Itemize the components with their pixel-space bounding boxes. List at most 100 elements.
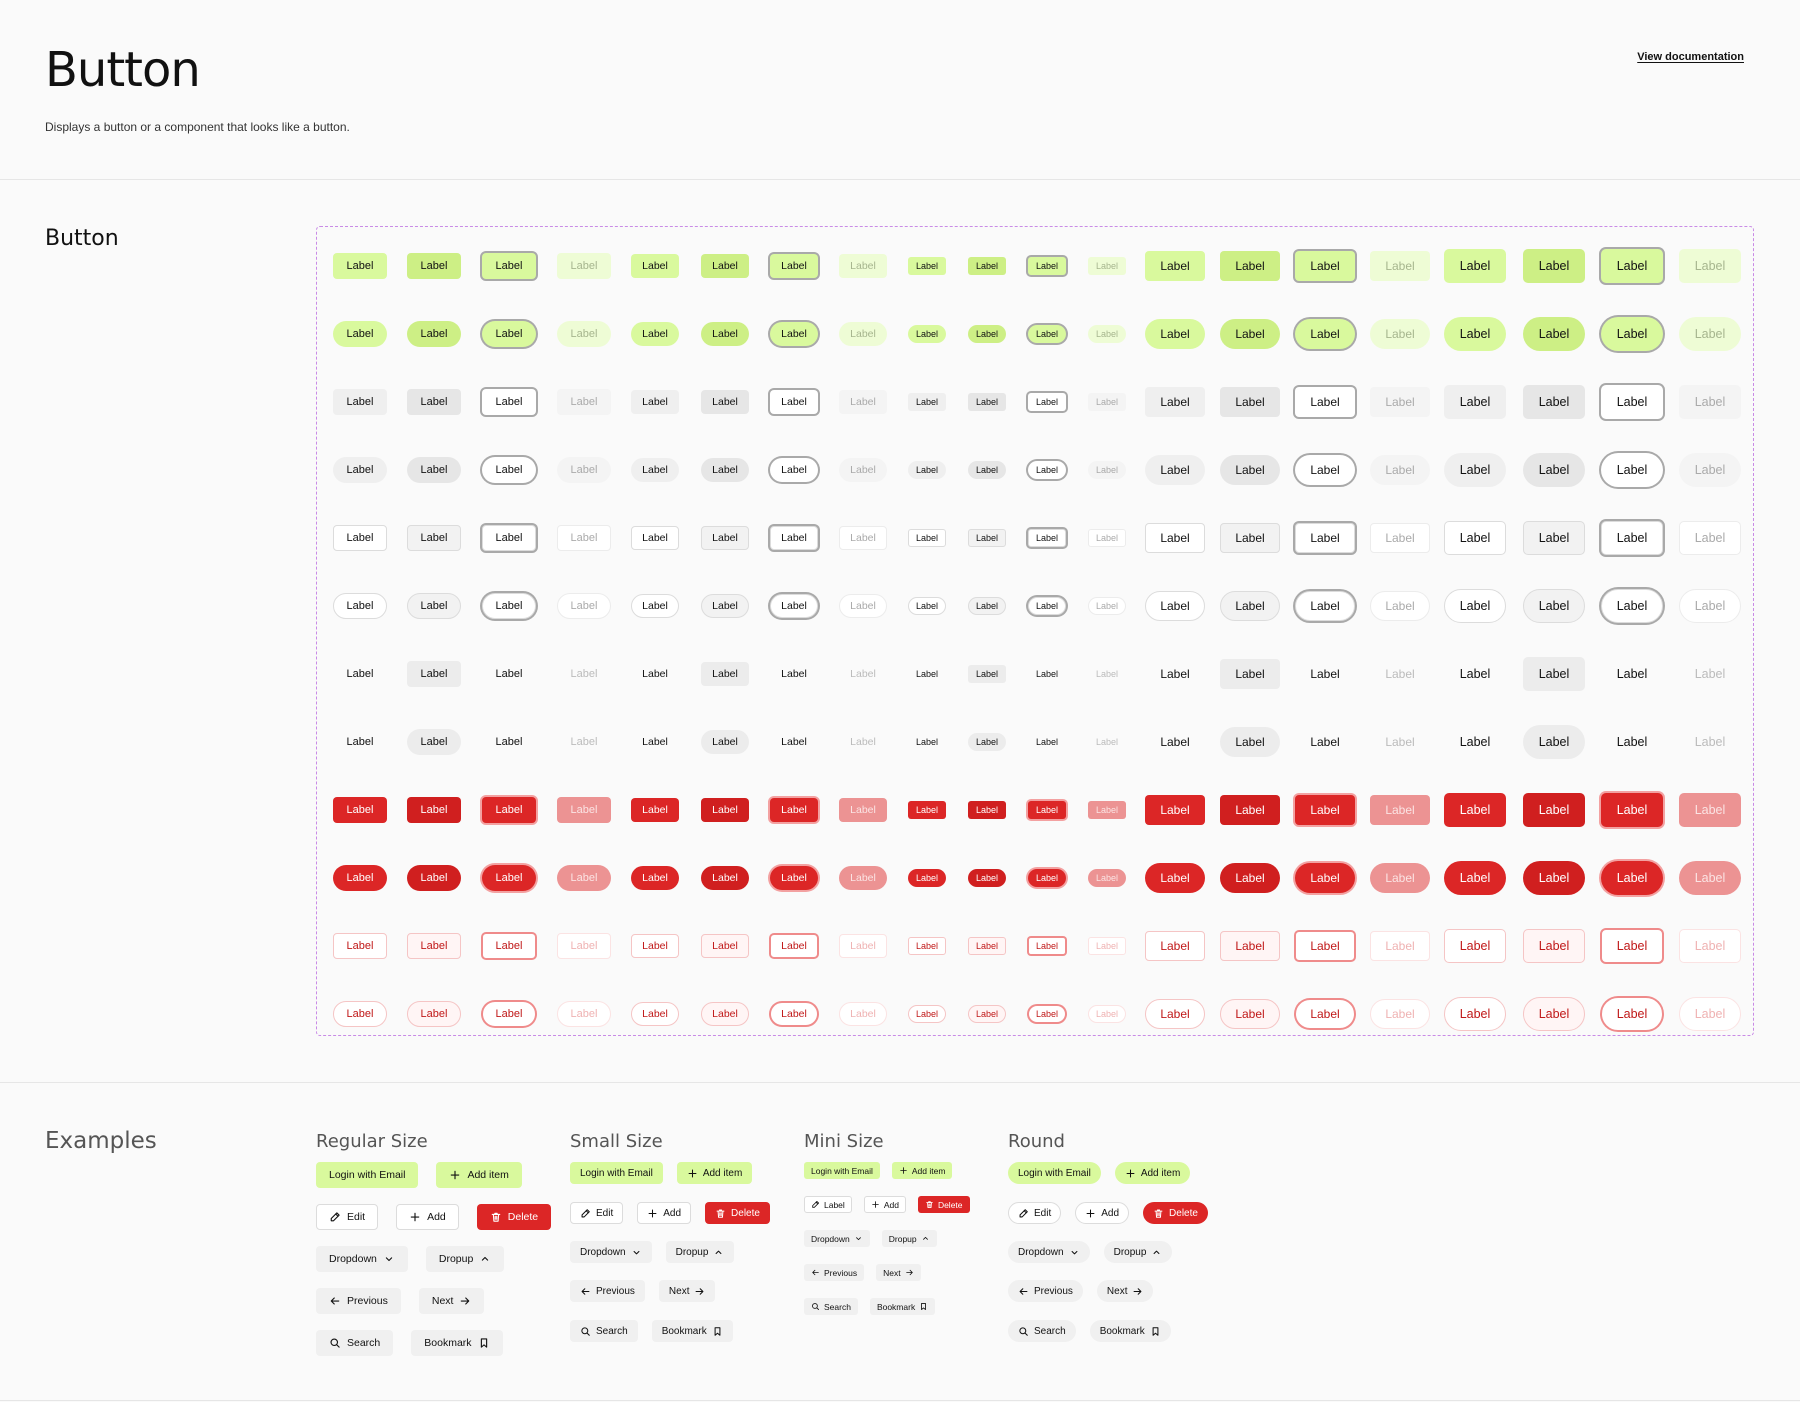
primary-round-small-hover-button[interactable]: Label <box>701 322 749 346</box>
outline-extra-large-hover-button[interactable]: Label <box>1522 521 1586 555</box>
destructive-outline-mini-focus-button[interactable]: Label <box>1027 937 1067 955</box>
destructive-outline-round-large-focus-button[interactable]: Label <box>1295 999 1355 1029</box>
secondary-round-large-hover-button[interactable]: Label <box>1220 455 1280 485</box>
destructive-round-mini-default-button[interactable]: Label <box>907 869 947 887</box>
destructive-outline-large-focus-button[interactable]: Label <box>1295 931 1355 961</box>
destructive-outline-large-default-button[interactable]: Label <box>1145 931 1205 961</box>
destructive-medium-hover-button[interactable]: Label <box>406 797 462 823</box>
outline-round-mini-focus-button[interactable]: Label <box>1027 597 1067 615</box>
login-with-email-button[interactable]: Login with Email <box>1008 1162 1101 1184</box>
primary-round-medium-focus-button[interactable]: Label <box>481 321 537 347</box>
primary-large-hover-button[interactable]: Label <box>1220 251 1280 281</box>
secondary-round-mini-hover-button[interactable]: Label <box>967 461 1007 479</box>
primary-round-large-default-button[interactable]: Label <box>1145 319 1205 349</box>
next-button[interactable]: Next <box>418 1288 485 1314</box>
dropup-button[interactable]: Dropup <box>425 1246 505 1272</box>
primary-round-small-focus-button[interactable]: Label <box>770 322 818 346</box>
primary-medium-default-button[interactable]: Label <box>332 253 388 279</box>
ghost-mini-hover-button[interactable]: Label <box>967 665 1007 683</box>
add-item-button[interactable]: Add item <box>676 1162 753 1184</box>
primary-mini-default-button[interactable]: Label <box>907 257 947 275</box>
destructive-outline-medium-focus-button[interactable]: Label <box>481 933 537 959</box>
primary-round-large-focus-button[interactable]: Label <box>1295 319 1355 349</box>
primary-round-medium-hover-button[interactable]: Label <box>406 321 462 347</box>
ghost-round-extra-large-focus-button[interactable]: Label <box>1601 725 1664 759</box>
secondary-small-focus-button[interactable]: Label <box>770 390 818 414</box>
outline-extra-large-default-button[interactable]: Label <box>1443 521 1507 555</box>
secondary-round-extra-large-hover-button[interactable]: Label <box>1522 453 1586 487</box>
destructive-outline-round-medium-focus-button[interactable]: Label <box>481 1001 537 1027</box>
destructive-outline-round-large-hover-button[interactable]: Label <box>1220 999 1280 1029</box>
destructive-extra-large-focus-button[interactable]: Label <box>1600 793 1664 827</box>
ghost-small-focus-button[interactable]: Label <box>770 662 818 686</box>
ghost-large-hover-button[interactable]: Label <box>1220 659 1280 689</box>
destructive-outline-medium-hover-button[interactable]: Label <box>406 933 462 959</box>
secondary-round-extra-large-default-button[interactable]: Label <box>1443 453 1507 487</box>
destructive-round-small-default-button[interactable]: Label <box>631 866 679 890</box>
destructive-mini-default-button[interactable]: Label <box>907 801 947 819</box>
ghost-round-small-focus-button[interactable]: Label <box>770 730 818 754</box>
primary-small-hover-button[interactable]: Label <box>701 254 749 278</box>
outline-round-mini-default-button[interactable]: Label <box>907 597 947 615</box>
add-item-button[interactable]: Add item <box>891 1162 953 1179</box>
destructive-outline-round-small-hover-button[interactable]: Label <box>701 1002 749 1026</box>
destructive-extra-large-hover-button[interactable]: Label <box>1522 793 1586 827</box>
next-button[interactable]: Next <box>658 1280 716 1302</box>
add-item-button[interactable]: Add item <box>436 1162 522 1188</box>
ghost-round-large-focus-button[interactable]: Label <box>1295 727 1354 757</box>
secondary-round-medium-focus-button[interactable]: Label <box>481 457 537 483</box>
destructive-outline-round-mini-default-button[interactable]: Label <box>907 1005 947 1023</box>
ghost-round-medium-default-button[interactable]: Label <box>333 729 388 755</box>
outline-round-small-default-button[interactable]: Label <box>631 594 679 618</box>
destructive-outline-mini-hover-button[interactable]: Label <box>967 937 1007 955</box>
dropdown-button[interactable]: Dropdown <box>316 1246 408 1272</box>
secondary-extra-large-focus-button[interactable]: Label <box>1600 385 1664 419</box>
secondary-round-small-hover-button[interactable]: Label <box>701 458 749 482</box>
destructive-round-small-hover-button[interactable]: Label <box>701 866 749 890</box>
destructive-outline-large-hover-button[interactable]: Label <box>1220 931 1280 961</box>
search-button[interactable]: Search <box>316 1330 394 1356</box>
outline-large-focus-button[interactable]: Label <box>1295 523 1355 553</box>
primary-medium-hover-button[interactable]: Label <box>406 253 462 279</box>
previous-button[interactable]: Previous <box>316 1288 401 1314</box>
ghost-round-mini-hover-button[interactable]: Label <box>967 733 1007 751</box>
destructive-outline-mini-default-button[interactable]: Label <box>907 937 947 955</box>
add-button[interactable]: Add <box>863 1196 906 1213</box>
outline-medium-hover-button[interactable]: Label <box>406 525 462 551</box>
destructive-round-mini-focus-button[interactable]: Label <box>1027 869 1067 887</box>
outline-mini-focus-button[interactable]: Label <box>1027 529 1067 547</box>
primary-extra-large-focus-button[interactable]: Label <box>1600 249 1664 283</box>
primary-large-default-button[interactable]: Label <box>1145 251 1205 281</box>
primary-round-extra-large-default-button[interactable]: Label <box>1443 317 1507 351</box>
destructive-small-hover-button[interactable]: Label <box>701 798 749 822</box>
ghost-mini-focus-button[interactable]: Label <box>1028 665 1066 683</box>
secondary-round-small-focus-button[interactable]: Label <box>770 458 818 482</box>
primary-round-mini-hover-button[interactable]: Label <box>967 325 1007 343</box>
outline-round-medium-hover-button[interactable]: Label <box>406 593 462 619</box>
label-button[interactable]: Label <box>804 1196 852 1213</box>
outline-small-focus-button[interactable]: Label <box>770 526 818 550</box>
outline-round-large-hover-button[interactable]: Label <box>1220 591 1280 621</box>
secondary-extra-large-hover-button[interactable]: Label <box>1522 385 1586 419</box>
destructive-outline-round-mini-hover-button[interactable]: Label <box>967 1005 1007 1023</box>
primary-large-focus-button[interactable]: Label <box>1295 251 1355 281</box>
ghost-medium-focus-button[interactable]: Label <box>482 661 537 687</box>
search-button[interactable]: Search <box>804 1298 858 1315</box>
destructive-round-medium-focus-button[interactable]: Label <box>481 865 537 891</box>
destructive-outline-extra-large-focus-button[interactable]: Label <box>1600 929 1664 963</box>
primary-round-extra-large-focus-button[interactable]: Label <box>1600 317 1664 351</box>
secondary-medium-default-button[interactable]: Label <box>332 389 388 415</box>
destructive-mini-hover-button[interactable]: Label <box>967 801 1007 819</box>
ghost-round-large-default-button[interactable]: Label <box>1145 727 1204 757</box>
previous-button[interactable]: Previous <box>570 1280 645 1302</box>
destructive-outline-extra-large-default-button[interactable]: Label <box>1443 929 1507 963</box>
delete-button[interactable]: Delete <box>917 1196 970 1213</box>
bookmark-button[interactable]: Bookmark <box>651 1320 733 1342</box>
delete-button[interactable]: Delete <box>705 1202 770 1224</box>
previous-button[interactable]: Previous <box>1008 1280 1083 1302</box>
dropup-button[interactable]: Dropup <box>881 1230 937 1247</box>
outline-round-extra-large-default-button[interactable]: Label <box>1443 589 1507 623</box>
ghost-round-small-default-button[interactable]: Label <box>631 730 679 754</box>
add-button[interactable]: Add <box>396 1204 459 1230</box>
secondary-round-medium-hover-button[interactable]: Label <box>406 457 462 483</box>
